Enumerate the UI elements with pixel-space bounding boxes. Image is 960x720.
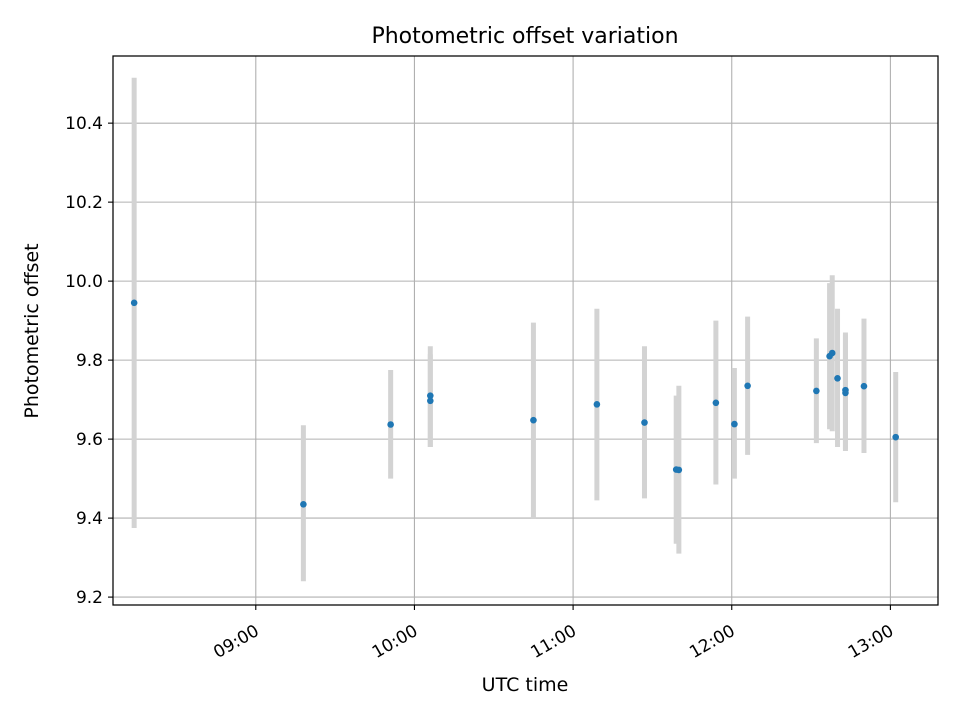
- data-point: [593, 401, 601, 408]
- x-tick-label: 13:00: [845, 621, 897, 663]
- x-axis-label: UTC time: [482, 674, 569, 696]
- y-tick-label: 10.0: [65, 272, 103, 292]
- data-point: [744, 382, 751, 390]
- y-tick-label: 10.4: [65, 114, 103, 134]
- y-tick-label: 9.8: [76, 351, 103, 371]
- grid: [113, 56, 938, 605]
- data-point: [731, 420, 738, 428]
- plot-frame: [112, 55, 939, 606]
- data-point: [834, 374, 841, 382]
- y-tick-label: 9.6: [76, 430, 103, 450]
- data-point: [130, 299, 138, 307]
- data-point: [842, 389, 849, 397]
- x-axis-ticks: 09:00 10:00 11:00 12:00 13:00: [210, 605, 897, 663]
- y-tick-label: 9.4: [76, 509, 103, 529]
- y-axis-label: Photometric offset: [21, 243, 43, 418]
- data-point: [675, 466, 683, 474]
- y-tick-label: 10.2: [65, 193, 103, 213]
- y-tick-label: 9.2: [76, 588, 103, 608]
- error-bars: [131, 77, 899, 582]
- x-tick-label: 11:00: [528, 621, 580, 663]
- data-point: [530, 416, 537, 424]
- data-point: [712, 399, 720, 407]
- data-point: [892, 433, 899, 441]
- data-point: [427, 397, 434, 405]
- y-axis-ticks: 9.2 9.4 9.6 9.8 10.0 10.2 10.4: [65, 114, 113, 608]
- data-point: [813, 387, 820, 395]
- data-point: [300, 500, 307, 508]
- x-tick-label: 09:00: [210, 621, 262, 663]
- data-point: [828, 349, 836, 357]
- data-points: [130, 299, 899, 508]
- data-point: [860, 382, 868, 390]
- data-point: [427, 392, 434, 399]
- x-tick-label: 10:00: [369, 621, 421, 663]
- data-point: [641, 419, 648, 426]
- data-point: [387, 421, 394, 428]
- chart-title: Photometric offset variation: [371, 24, 678, 49]
- x-tick-label: 12:00: [686, 621, 738, 663]
